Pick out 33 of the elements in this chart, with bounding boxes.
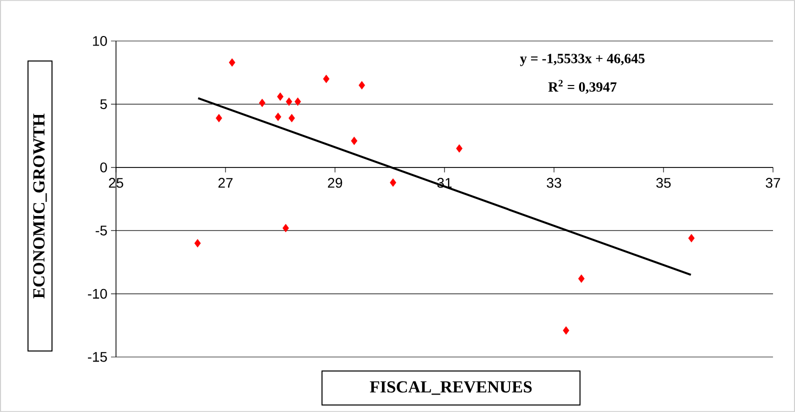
y-tick-label: 0: [100, 162, 107, 172]
x-tick-label: 27: [218, 178, 233, 188]
point: [228, 58, 236, 67]
x-tick-label: 33: [546, 178, 562, 188]
annotation: R$^{2}$ = 0,3947: [548, 80, 617, 94]
point: [390, 178, 396, 187]
x-tick-label: 37: [766, 178, 780, 188]
x-axis-title: FISCAL_REVENUES: [370, 381, 532, 395]
y-tick-label: 10: [93, 36, 107, 46]
point: [277, 92, 284, 101]
x-tick-label: 29: [328, 178, 342, 188]
point: [216, 114, 222, 122]
point: [578, 274, 585, 283]
point: [274, 112, 282, 122]
point: [194, 239, 201, 248]
point: [286, 97, 292, 106]
point: [282, 224, 289, 232]
point: [258, 98, 266, 108]
y-tick-label: -10: [88, 288, 107, 299]
y-tick-label: -15: [88, 352, 107, 362]
point: [323, 74, 330, 84]
x-tick-label: 35: [656, 178, 671, 188]
point: [350, 136, 358, 146]
point: [358, 81, 366, 90]
point: [456, 144, 462, 153]
point: [288, 114, 295, 122]
annotation: y = -1,5533x + 46,645: [520, 54, 645, 66]
y-tick-label: 5: [100, 99, 107, 110]
point: [562, 326, 570, 335]
point: [294, 97, 301, 106]
y-axis-title: ECONOMIC_GROWTH: [33, 114, 47, 298]
point: [688, 234, 695, 242]
y-tick-label: -5: [96, 226, 107, 236]
